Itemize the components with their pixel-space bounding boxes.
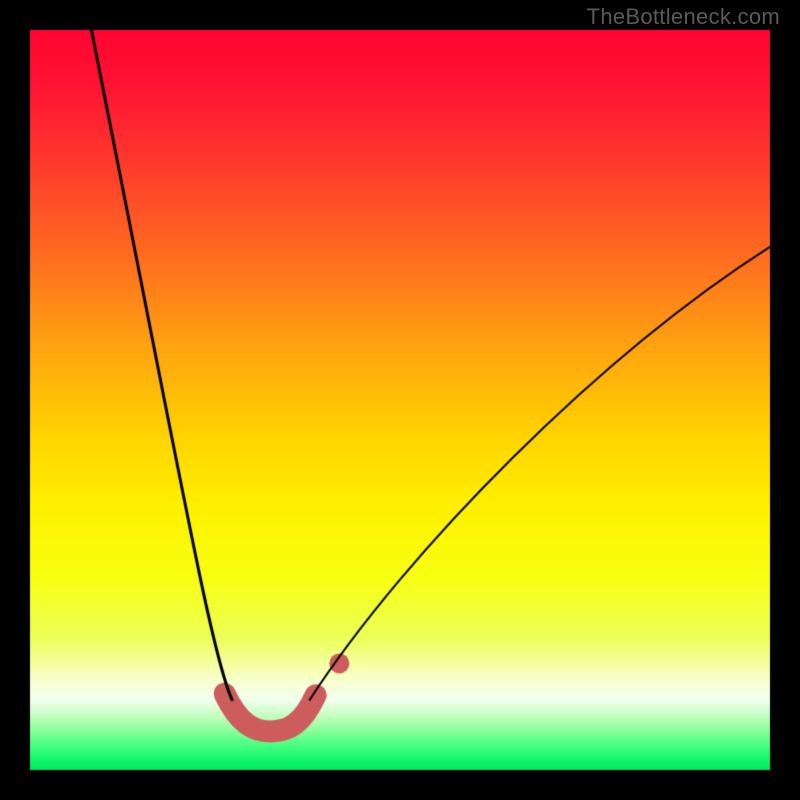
watermark-text: TheBottleneck.com xyxy=(587,4,780,30)
bottleneck-curve xyxy=(0,0,800,800)
